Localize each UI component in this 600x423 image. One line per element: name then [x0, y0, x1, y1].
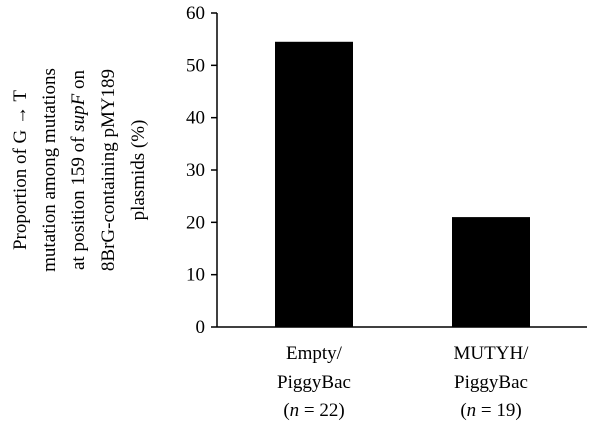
y-axis-label-line: Proportion of G → T — [10, 90, 31, 250]
y-axis-label: Proportion of G → T mutation among mutati… — [10, 68, 149, 272]
label-run: supF — [68, 93, 89, 131]
label-run: = 22) — [299, 400, 345, 421]
x-category-label: MUTYH/ — [454, 343, 530, 364]
y-axis-label-line: 8BrG-containing pMY189 — [98, 69, 119, 271]
bars — [275, 41, 530, 328]
x-category-label: (n = 19) — [460, 400, 521, 421]
label-run: = 19) — [476, 400, 522, 421]
label-run: Proportion of G → T — [10, 90, 31, 250]
y-axis-label-line: mutation among mutations — [39, 68, 60, 272]
y-axis-label-line: plasmids (%) — [128, 120, 149, 221]
label-run: mutation among mutations — [39, 68, 60, 272]
y-axis-label-line: at position 159 of supF on — [68, 69, 89, 270]
y-tick-label: 60 — [186, 3, 205, 24]
label-run: ( — [283, 400, 289, 421]
label-run: PiggyBac — [454, 372, 528, 393]
y-tick-label: 50 — [186, 55, 205, 76]
y-axis: 0 10 20 30 40 50 60 — [186, 3, 218, 338]
x-category-label: Empty/ — [286, 343, 343, 364]
x-category-label: PiggyBac — [277, 372, 351, 393]
label-run: MUTYH/ — [454, 343, 530, 364]
bar — [452, 217, 530, 327]
x-category-label: PiggyBac — [454, 372, 528, 393]
label-run: PiggyBac — [277, 372, 351, 393]
y-tick-label: 0 — [196, 317, 206, 338]
label-run: 8BrG-containing pMY189 — [98, 69, 119, 271]
x-axis-categories: Empty/PiggyBac(n = 22)MUTYH/PiggyBac(n =… — [277, 343, 529, 421]
y-tick-label: 20 — [186, 212, 205, 233]
label-run: at position 159 of — [68, 132, 89, 270]
label-run: plasmids (%) — [128, 120, 149, 221]
label-run: n — [467, 400, 477, 421]
x-category-label: (n = 22) — [283, 400, 344, 421]
label-run: on — [68, 69, 89, 93]
y-tick-label: 30 — [186, 160, 205, 181]
label-run: n — [290, 400, 300, 421]
label-run: Empty/ — [286, 343, 343, 364]
label-run: ( — [460, 400, 466, 421]
bar — [275, 41, 353, 328]
y-tick-label: 10 — [186, 265, 205, 286]
y-tick-label: 40 — [186, 108, 205, 129]
